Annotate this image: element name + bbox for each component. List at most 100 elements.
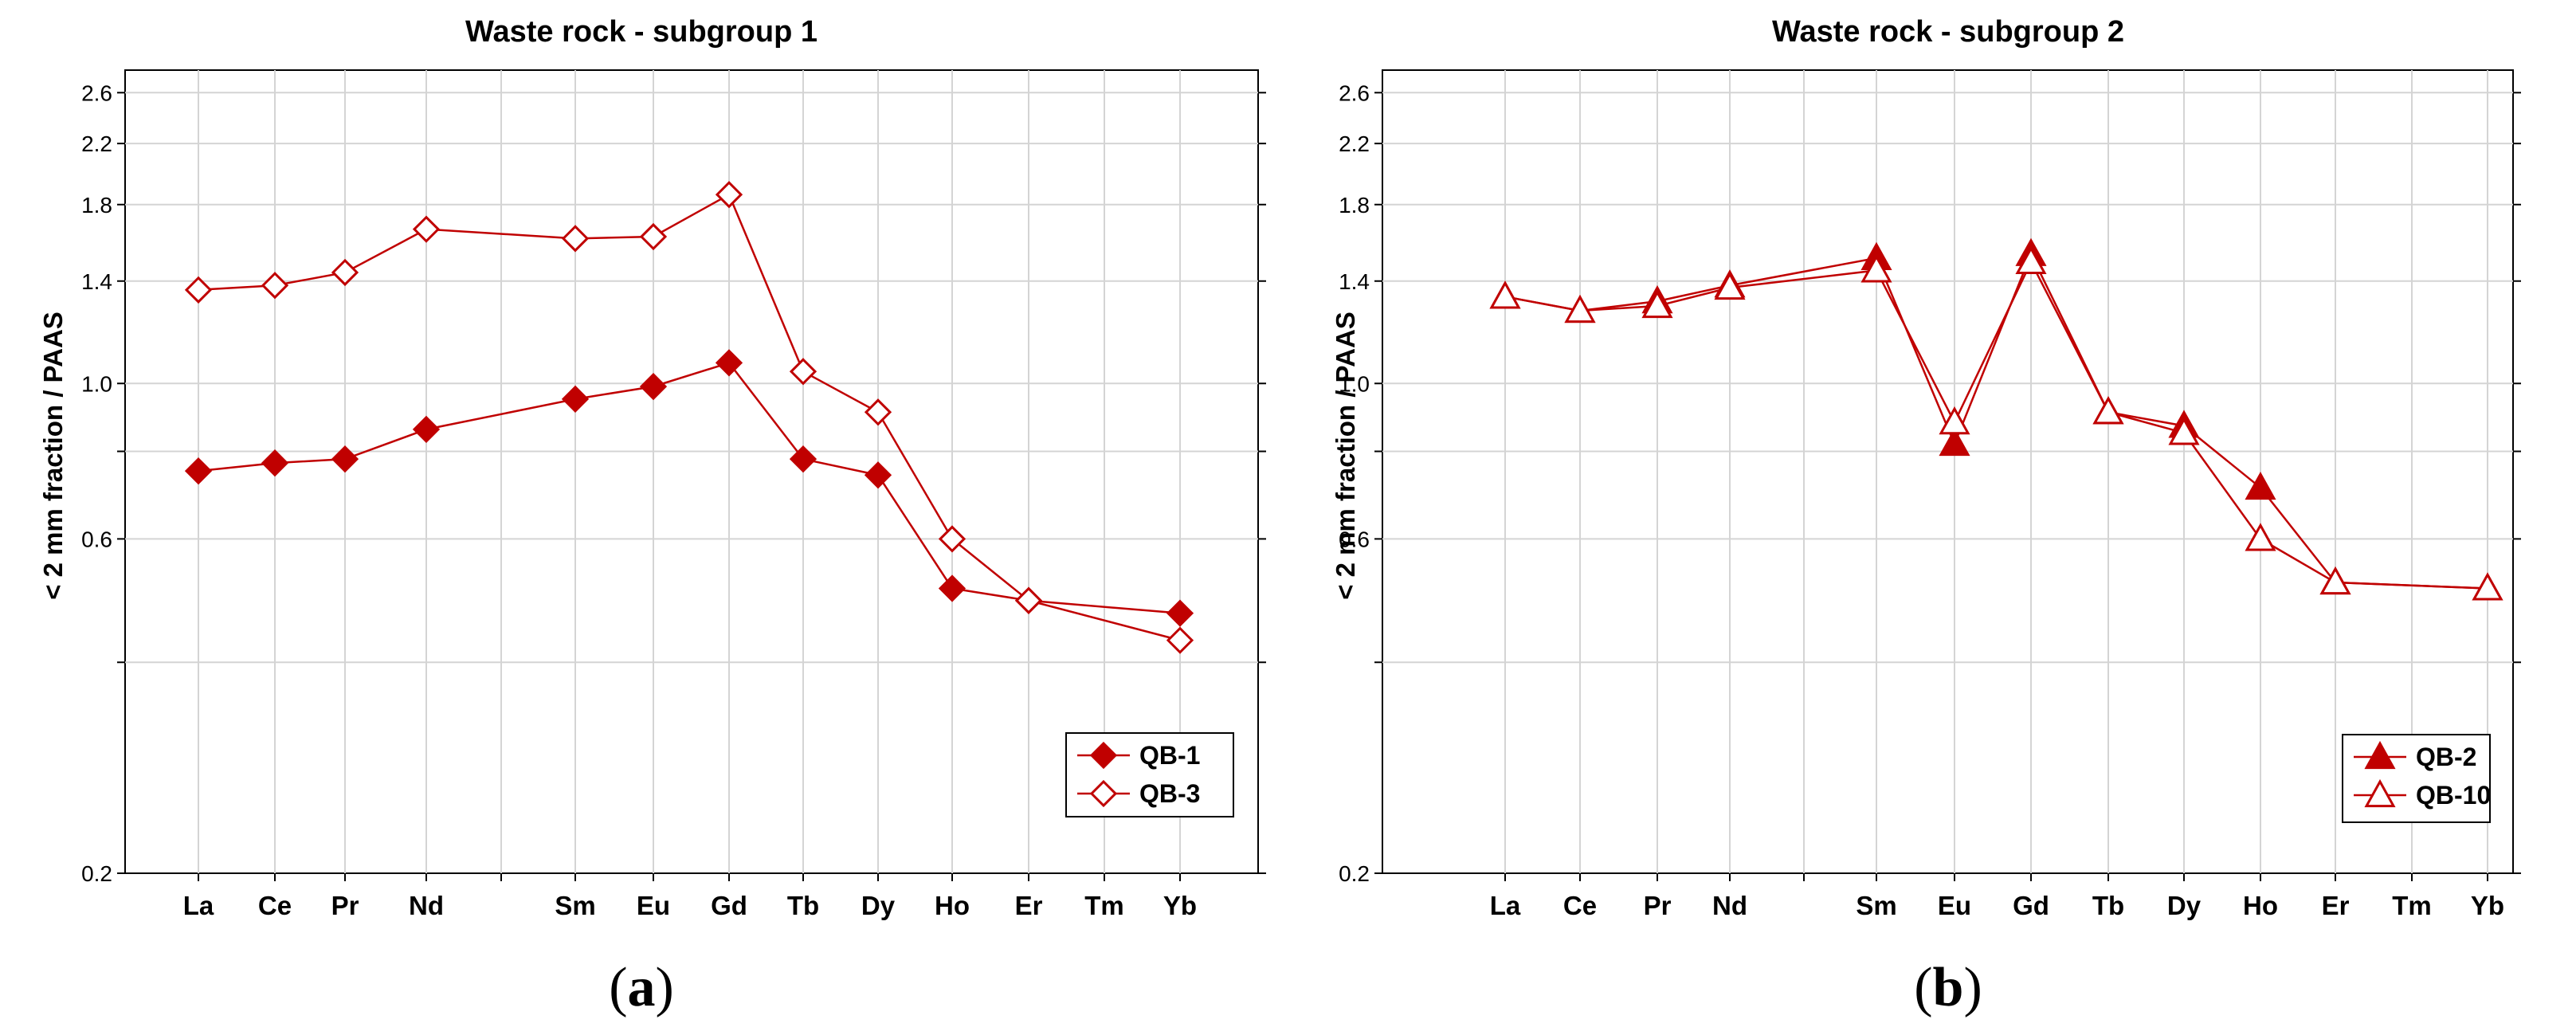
caption-letter: b (1933, 957, 1964, 1018)
x-tick-label: Ho (2243, 891, 2278, 920)
legend-box (1065, 732, 1234, 817)
y-tick-label: 0.2 (1339, 861, 1370, 886)
data-point-QB-1-Nd (412, 415, 441, 443)
y-tick-label: 2.6 (81, 80, 112, 105)
x-tick-label: Dy (2167, 891, 2202, 920)
y-tick-label: 1.0 (1339, 371, 1370, 396)
data-point-QB-2-Ho (2245, 471, 2276, 500)
y-tick-label: 1.0 (81, 371, 112, 396)
y-tick-label: 2.6 (1339, 80, 1370, 105)
data-point-QB-3-Eu (639, 222, 668, 251)
x-tick-label: La (1490, 891, 1521, 920)
data-point-QB-1-Sm (561, 385, 590, 413)
legend-marker-QB-3 (1089, 779, 1118, 808)
x-tick-label: Sm (1856, 891, 1896, 920)
y-tick-label: 0.2 (81, 861, 112, 886)
caption-open-paren: ( (1914, 957, 1932, 1018)
caption-close-paren: ) (1963, 957, 1982, 1018)
data-point-QB-3-Tb (789, 358, 817, 386)
chart-title: Waste rock - subgroup 1 (465, 15, 817, 49)
x-tick-label: Ho (935, 891, 970, 920)
x-tick-label: Tm (1084, 891, 1124, 920)
data-point-QB-1-Dy (864, 461, 892, 489)
x-tick-label: Yb (1163, 891, 1197, 920)
legend: QB-1 QB-3 (1065, 732, 1234, 817)
x-tick-label: Sm (555, 891, 595, 920)
data-point-QB-10-Eu (1939, 406, 1970, 435)
x-tick-label: Tb (2092, 891, 2124, 920)
caption-open-paren: ( (609, 957, 627, 1018)
legend-label-QB-3: QB-3 (1139, 779, 1200, 808)
y-tick-label: 0.6 (1339, 527, 1370, 551)
panel-caption: (b) (1914, 957, 1982, 1018)
caption-letter: a (628, 957, 656, 1018)
series-line-QB-2 (1504, 251, 2488, 590)
x-tick-label: Ce (258, 891, 292, 920)
legend-box (2342, 734, 2491, 823)
x-tick-label: Pr (331, 891, 359, 920)
x-tick-label: Gd (711, 891, 747, 920)
y-axis-label: < 2 mm fraction / PAAS (1331, 312, 1360, 600)
legend-label-QB-1: QB-1 (1139, 741, 1200, 770)
data-point-QB-1-Ho (938, 574, 966, 602)
data-point-QB-1-La (184, 457, 213, 485)
data-point-QB-1-Pr (331, 445, 359, 473)
legend-label-QB-10: QB-10 (2416, 781, 2491, 810)
y-tick-label: 2.2 (1339, 131, 1370, 156)
x-tick-label: Tb (787, 891, 819, 920)
legend-label-QB-2: QB-2 (2416, 743, 2476, 771)
data-point-QB-3-Pr (331, 258, 359, 287)
y-axis-label: < 2 mm fraction / PAAS (38, 312, 68, 600)
data-point-QB-3-Sm (561, 225, 590, 253)
x-tick-label: Gd (2013, 891, 2049, 920)
data-point-QB-3-Ho (938, 525, 966, 553)
y-tick-label: 0.6 (81, 527, 112, 551)
data-point-QB-3-Ce (261, 272, 289, 300)
data-point-QB-10-Ho (2245, 523, 2276, 551)
data-point-QB-3-Dy (864, 398, 892, 426)
data-point-QB-2-Eu (1939, 427, 1970, 457)
chart-panel-b: 0.2 0.6 1.0 1.4 1.8 2.2 2.6 La Ce Pr Nd Sm Eu Gd Tb Dy H… (1331, 15, 2521, 1018)
data-point-QB-10-La (1489, 280, 1521, 309)
y-tick-label: 1.8 (81, 193, 112, 218)
x-tick-label: Dy (861, 891, 896, 920)
data-point-QB-3-Gd (715, 181, 743, 209)
legend-marker-QB-1 (1089, 741, 1118, 770)
legend: QB-2 QB-10 (2342, 734, 2491, 823)
data-point-QB-3-Er (1014, 586, 1043, 614)
series-QB-3 (184, 181, 1194, 654)
data-point-QB-1-Tb (789, 445, 817, 473)
data-point-QB-1-Yb (1166, 599, 1194, 627)
data-point-QB-1-Eu (639, 372, 668, 401)
caption-close-paren: ) (656, 957, 674, 1018)
data-point-QB-10-Nd (1714, 271, 1746, 300)
x-tick-label: Yb (2471, 891, 2504, 920)
data-point-QB-1-Gd (715, 349, 743, 377)
x-tick-label: Ce (1563, 891, 1597, 920)
legend-marker-QB-2 (2364, 740, 2396, 770)
x-tick-label: Pr (1644, 891, 1672, 920)
data-point-QB-10-Ce (1564, 294, 1596, 323)
chart-panel-a: 0.2 0.6 1.0 1.4 1.8 2.2 2.6 La Ce Pr Nd Sm Eu Gd Tb Dy H… (38, 15, 1266, 1018)
data-point-QB-10-Pr (1641, 289, 1673, 319)
x-tick-label: La (183, 891, 214, 920)
data-point-QB-1-Ce (261, 449, 289, 477)
x-tick-label: Er (1015, 891, 1043, 920)
data-point-QB-10-Yb (2472, 572, 2503, 601)
data-point-QB-10-Tb (2092, 396, 2124, 425)
x-tick-label: Er (2322, 891, 2350, 920)
data-point-QB-10-Sm (1860, 254, 1892, 283)
data-point-QB-10-Dy (2168, 417, 2200, 445)
panel-caption: (a) (609, 957, 674, 1018)
y-tick-label: 1.4 (81, 269, 112, 294)
x-tick-label: Nd (1712, 891, 1747, 920)
data-point-QB-3-Yb (1166, 626, 1194, 654)
chart-title: Waste rock - subgroup 2 (1772, 15, 2124, 49)
y-tick-label: 2.2 (81, 131, 112, 156)
data-point-QB-10-Er (2319, 566, 2351, 595)
data-point-QB-3-Nd (412, 215, 441, 243)
series-QB-10 (1489, 245, 2503, 601)
series-line-QB-3 (198, 193, 1181, 641)
y-tick-label: 1.8 (1339, 193, 1370, 218)
